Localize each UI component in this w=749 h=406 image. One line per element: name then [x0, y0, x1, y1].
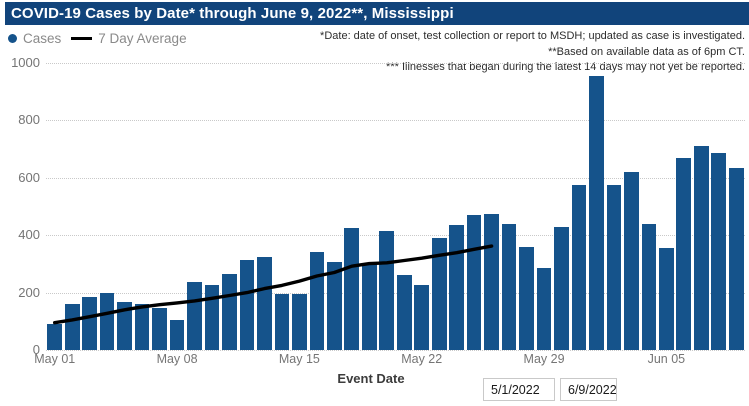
footnote-latest-14-days: *** Illnesses that began during the late… [386, 61, 745, 73]
footnote-data-as-of: **Based on available data as of 6pm CT. [548, 45, 745, 58]
gridline-400 [46, 235, 745, 237]
bar-may-19[interactable] [361, 264, 377, 350]
bar-may-04[interactable] [99, 292, 115, 350]
seven-day-average-line [52, 244, 494, 325]
x-axis-tick-may-22: May 22 [401, 352, 443, 366]
x-axis-tick-jun-05: Jun 05 [647, 352, 686, 366]
footnote-date-definition: *Date: date of onset, test collection or… [320, 30, 745, 42]
gridline-600 [46, 177, 745, 179]
average-line-icon [71, 37, 93, 40]
bar-may-13[interactable] [257, 256, 272, 350]
bar-jun-04[interactable] [641, 223, 657, 350]
chart-title: COVID-19 Cases by Date* through June 9, … [11, 5, 454, 22]
bar-may-10[interactable] [204, 284, 220, 350]
bar-may-21[interactable] [396, 274, 412, 350]
bar-may-03[interactable] [82, 296, 98, 350]
bar-may-11[interactable] [222, 273, 237, 350]
gridline-200 [46, 292, 745, 294]
bar-jun-05[interactable] [659, 248, 674, 350]
bar-may-14[interactable] [274, 294, 290, 350]
bar-may-27[interactable] [501, 223, 517, 350]
bar-may-20[interactable] [379, 230, 395, 350]
bar-jun-09[interactable] [728, 167, 744, 350]
bar-may-12[interactable] [239, 260, 255, 350]
cases-legend-label: Cases [23, 31, 62, 46]
bar-may-24[interactable] [449, 224, 464, 350]
footnotes: *Date: date of onset, test collection or… [320, 29, 745, 76]
legend: Cases 7 Day Average [8, 31, 187, 46]
x-axis-tick-may-15: May 15 [278, 352, 320, 366]
bar-may-15[interactable] [292, 294, 307, 350]
cases-dot-icon [8, 34, 17, 43]
y-axis-tick-400: 400 [18, 227, 40, 243]
bar-may-30[interactable] [554, 226, 569, 350]
y-axis-tick-200: 200 [18, 284, 40, 300]
bar-jun-06[interactable] [676, 157, 692, 350]
legend-item-cases[interactable]: Cases [8, 31, 61, 46]
y-axis-tick-600: 600 [18, 169, 40, 185]
bar-may-22[interactable] [414, 284, 430, 350]
bar-may-29[interactable] [536, 268, 552, 350]
bar-may-26[interactable] [484, 214, 499, 350]
bar-may-16[interactable] [309, 252, 325, 350]
y-axis-tick-0: 0 [32, 342, 40, 357]
gridline-800 [46, 120, 745, 122]
y-axis-tick-1000: 1000 [11, 55, 40, 70]
bar-may-07[interactable] [152, 308, 167, 350]
bar-may-02[interactable] [64, 304, 80, 350]
bar-may-23[interactable] [431, 238, 447, 350]
end-date-input[interactable] [560, 378, 617, 401]
bar-jun-08[interactable] [711, 153, 727, 350]
title-bar: COVID-19 Cases by Date* through June 9, … [5, 2, 749, 25]
bar-may-09[interactable] [187, 281, 202, 350]
x-axis-tick-may-29: May 29 [523, 352, 565, 366]
chart-plot-area [46, 63, 745, 351]
gridline-0 [46, 350, 745, 351]
bar-jun-01[interactable] [589, 75, 604, 350]
bar-jun-07[interactable] [693, 146, 709, 350]
x-axis-tick-may-01: May 01 [34, 352, 76, 366]
bar-may-08[interactable] [169, 319, 185, 350]
average-legend-label: 7 Day Average [98, 31, 187, 46]
bar-jun-02[interactable] [606, 184, 622, 350]
y-axis-tick-800: 800 [18, 112, 40, 128]
bar-may-17[interactable] [326, 261, 342, 350]
bar-may-28[interactable] [519, 246, 534, 350]
bar-may-05[interactable] [117, 301, 132, 350]
bar-may-06[interactable] [134, 303, 150, 350]
bar-may-01[interactable] [47, 324, 63, 350]
x-axis-tick-may-08: May 08 [156, 352, 198, 366]
bar-jun-03[interactable] [624, 172, 639, 350]
start-date-input[interactable] [483, 378, 555, 401]
bar-may-31[interactable] [571, 184, 587, 350]
bar-may-25[interactable] [466, 215, 482, 350]
x-axis-title: Event Date [337, 371, 405, 386]
gridline-1000 [46, 63, 745, 64]
bar-may-18[interactable] [344, 228, 360, 350]
legend-item-7-day-average[interactable]: 7 Day Average [71, 31, 187, 46]
